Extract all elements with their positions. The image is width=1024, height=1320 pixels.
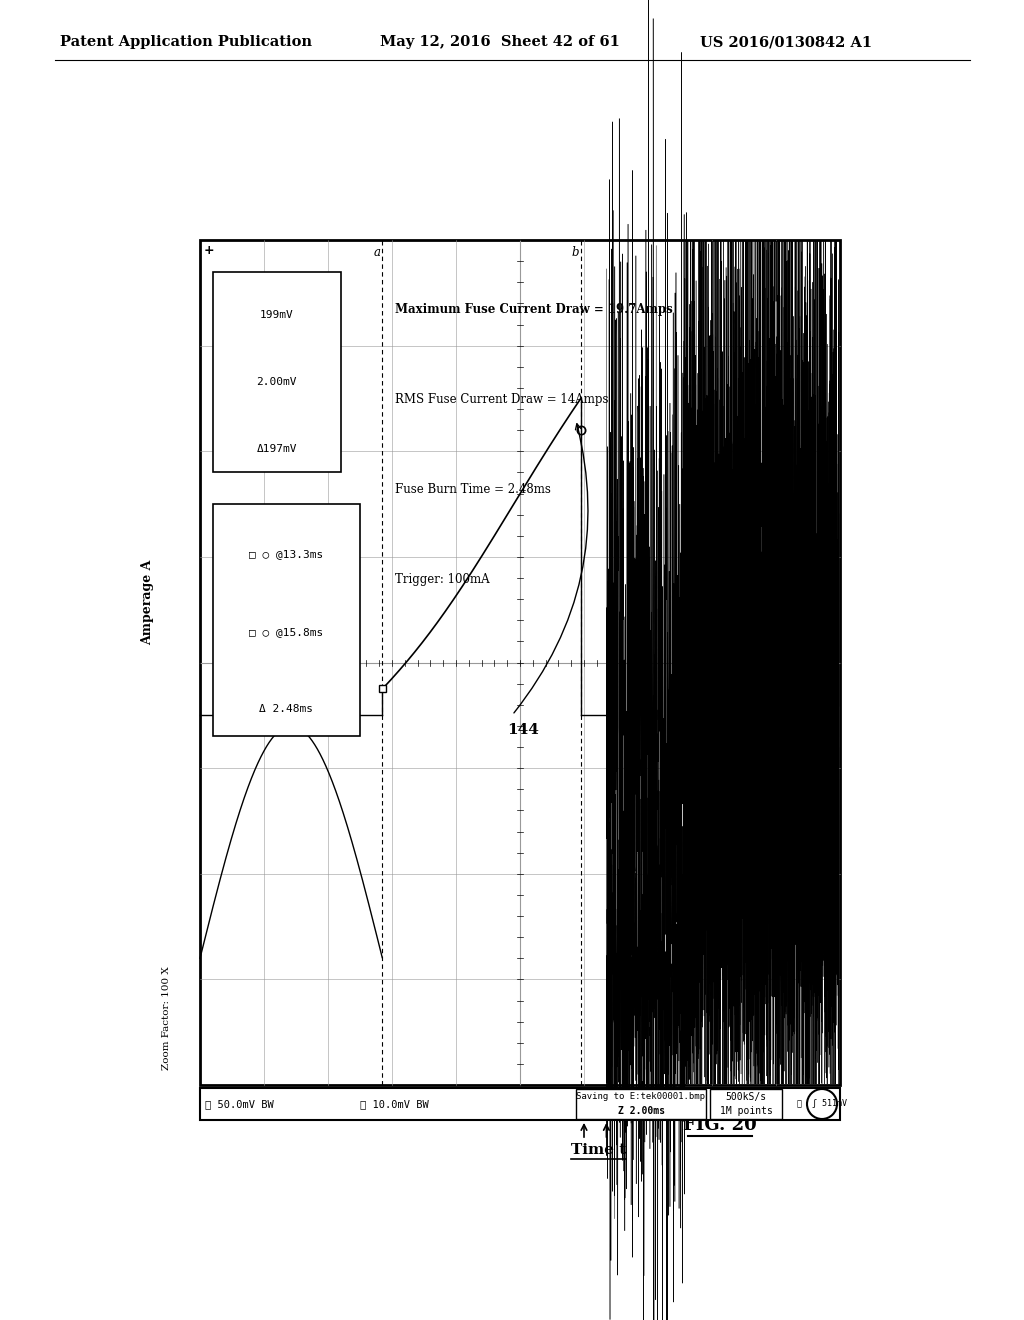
Text: Δ197mV: Δ197mV [257,444,297,454]
Text: Patent Application Publication: Patent Application Publication [60,36,312,49]
Text: Fuse Burn Time = 2.48ms: Fuse Burn Time = 2.48ms [395,483,551,496]
Text: ② 10.0mV BW: ② 10.0mV BW [360,1100,429,1109]
Text: 199mV: 199mV [260,310,294,321]
Text: Time t: Time t [571,1143,627,1158]
Bar [200,240,840,1085]
Text: Δ 2.48ms: Δ 2.48ms [259,705,313,714]
Text: 1M points: 1M points [720,1106,772,1115]
Text: a: a [374,246,380,259]
Bar [710,1089,782,1119]
Circle shape [807,1089,837,1119]
Bar [213,272,341,473]
Text: □ ○ @15.8ms: □ ○ @15.8ms [249,627,324,636]
Text: ①  ʃ 511mV: ① ʃ 511mV [797,1100,847,1109]
Text: Maximum Fuse Current Draw = 19.7Amps: Maximum Fuse Current Draw = 19.7Amps [395,304,673,317]
Bar [575,1089,706,1119]
Text: Trigger: 100mA: Trigger: 100mA [395,573,489,586]
Text: FIG. 20: FIG. 20 [683,1115,757,1134]
Bar [379,685,386,693]
Text: 500kS/s: 500kS/s [725,1092,767,1102]
Bar [213,504,360,737]
Text: b: b [571,246,579,259]
Text: Zoom Factor: 100 X: Zoom Factor: 100 X [162,966,171,1071]
Text: RMS Fuse Current Draw = 14Amps: RMS Fuse Current Draw = 14Amps [395,393,608,407]
Text: 144: 144 [507,723,539,737]
Text: US 2016/0130842 A1: US 2016/0130842 A1 [700,36,872,49]
Bar [200,1088,840,1119]
Text: Amperage A: Amperage A [141,560,155,645]
Text: □ ○ @13.3ms: □ ○ @13.3ms [249,549,324,560]
Text: Z 2.00ms: Z 2.00ms [617,1106,665,1115]
Text: Saving to E:tek00001.bmp: Saving to E:tek00001.bmp [577,1093,706,1101]
Text: ① 50.0mV BW: ① 50.0mV BW [205,1100,273,1109]
Text: May 12, 2016  Sheet 42 of 61: May 12, 2016 Sheet 42 of 61 [380,36,620,49]
Text: 2.00mV: 2.00mV [257,378,297,387]
Text: +: + [204,244,215,257]
